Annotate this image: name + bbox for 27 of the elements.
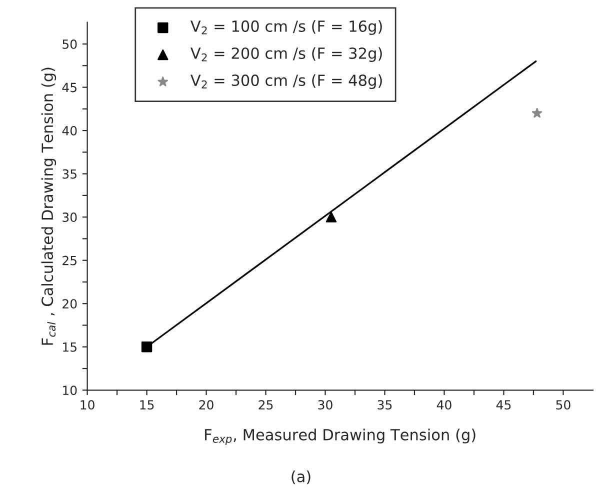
x-tick-label: 10: [80, 400, 94, 410]
legend-label: V$_{2}$ = 300 cm /s (F = 48g): [190, 74, 382, 90]
legend-label: V$_{2}$ = 200 cm /s (F = 32g): [190, 47, 382, 62]
y-tick-label: 45: [62, 82, 76, 92]
y-tick-label: 15: [63, 342, 76, 352]
y-tick-label: 10: [63, 386, 77, 396]
legend-label: V$_{2}$ = 100 cm /s (F = 16g): [190, 20, 382, 35]
point: [141, 342, 152, 352]
x-tick-label: 20: [199, 400, 214, 410]
x-tick-label: 15: [140, 400, 154, 410]
x-tick-label: 30: [318, 400, 332, 410]
x-tick-label: 40: [436, 400, 452, 410]
point: [532, 108, 542, 118]
x-tick-label: 50: [556, 400, 570, 410]
y-tick-label: 25: [62, 256, 76, 266]
x-axis-title: F$_{exp}$, Measured Drawing Tension (g): [205, 428, 476, 445]
point: [326, 212, 337, 222]
text: (a): [292, 470, 310, 484]
x-tick-label: 35: [378, 400, 392, 410]
y-tick-label: 35: [62, 169, 76, 179]
y-tick-label: 30: [62, 212, 77, 222]
x-tick-label: 45: [496, 400, 511, 410]
y-axis-title: F$_{cal}$ , Calculated Drawing Tension (g): [41, 68, 56, 345]
y-tick-label: 40: [62, 126, 77, 136]
x-tick-label: 25: [258, 400, 273, 410]
y-tick-label: 50: [62, 39, 77, 49]
y-tick-label: 20: [62, 299, 77, 309]
